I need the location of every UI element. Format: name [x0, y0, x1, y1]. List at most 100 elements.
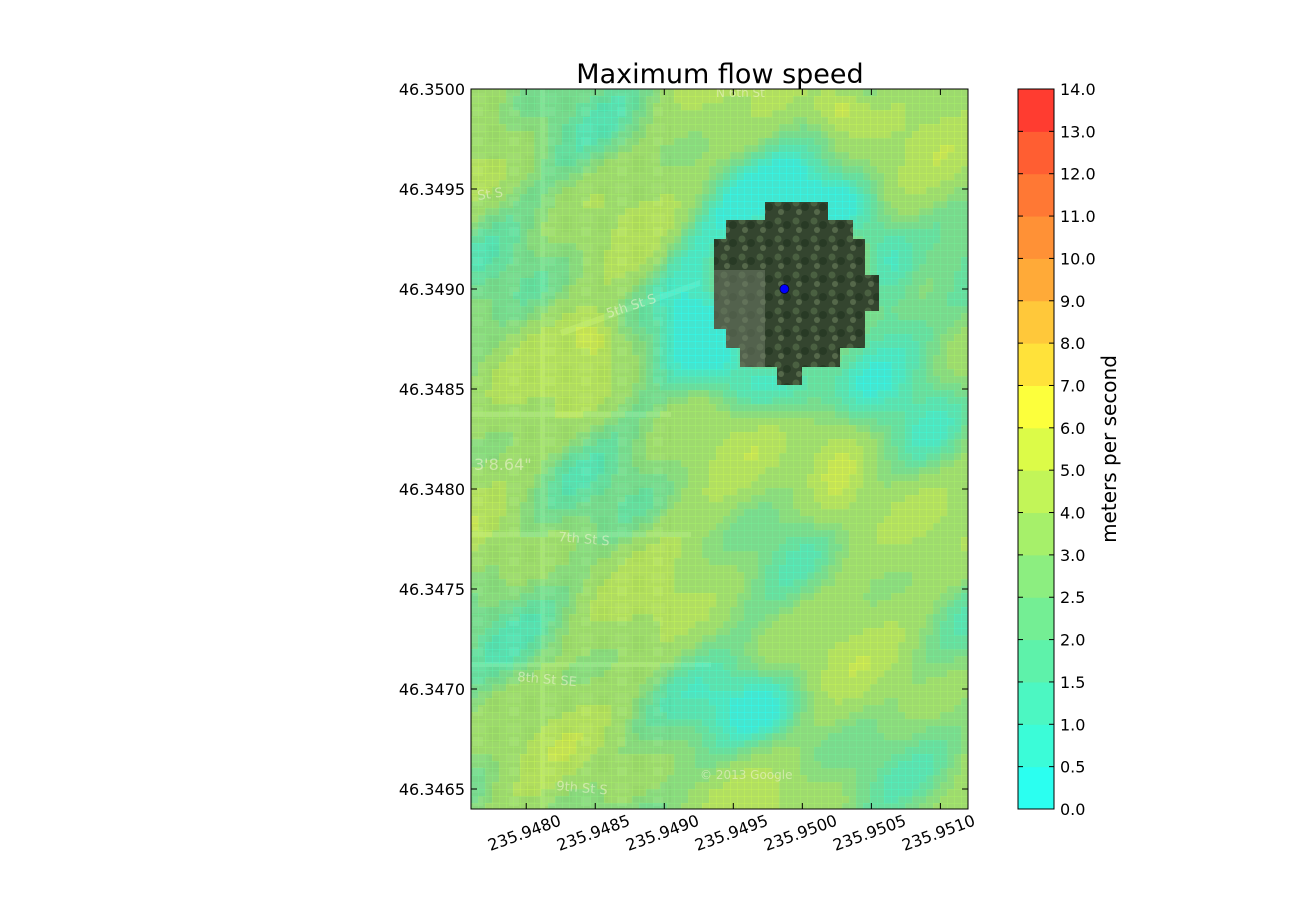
contour-cell [604, 537, 612, 545]
contour-cell [597, 579, 605, 587]
contour-cell [954, 117, 962, 125]
contour-cell [471, 194, 479, 202]
contour-cell [625, 124, 633, 132]
contour-cell [758, 404, 766, 412]
contour-cell [898, 446, 906, 454]
contour-cell [751, 530, 759, 538]
contour-cell [520, 124, 528, 132]
contour-cell [660, 257, 668, 265]
contour-cell [653, 397, 661, 405]
contour-cell [541, 222, 549, 230]
contour-cell [849, 208, 857, 216]
contour-cell [863, 145, 871, 153]
contour-cell [961, 215, 968, 223]
contour-cell [954, 299, 962, 307]
contour-cell [926, 467, 934, 475]
contour-cell [541, 152, 549, 160]
contour-cell [590, 341, 598, 349]
contour-cell [940, 285, 948, 293]
contour-cell [912, 523, 920, 531]
contour-cell [814, 558, 822, 566]
contour-cell [821, 96, 829, 104]
contour-cell [961, 96, 968, 104]
contour-cell [828, 488, 836, 496]
contour-cell [765, 558, 773, 566]
contour-cell [583, 117, 591, 125]
contour-cell [569, 425, 577, 433]
contour-cell [800, 411, 808, 419]
contour-cell [590, 530, 598, 538]
contour-cell [618, 138, 626, 146]
contour-cell [534, 502, 542, 510]
contour-cell [835, 509, 843, 517]
contour-cell [639, 425, 647, 433]
contour-cell [520, 376, 528, 384]
contour-cell [947, 551, 955, 559]
contour-cell [485, 558, 493, 566]
contour-cell [961, 110, 968, 118]
contour-cell [821, 369, 829, 377]
contour-cell [576, 173, 584, 181]
contour-cell [695, 215, 703, 223]
contour-cell [541, 474, 549, 482]
contour-cell [807, 446, 815, 454]
contour-cell [646, 299, 654, 307]
contour-cell [569, 131, 577, 139]
contour-cell [779, 159, 787, 167]
contour-cell [667, 565, 675, 573]
contour-cell [730, 194, 738, 202]
contour-cell [520, 208, 528, 216]
contour-cell [814, 383, 822, 391]
contour-cell [625, 516, 633, 524]
contour-cell [716, 481, 724, 489]
contour-cell [471, 229, 479, 237]
contour-cell [513, 159, 521, 167]
contour-cell [891, 565, 899, 573]
contour-cell [667, 404, 675, 412]
contour-cell [821, 425, 829, 433]
contour-cell [814, 565, 822, 573]
contour-cell [856, 369, 864, 377]
contour-cell [527, 453, 535, 461]
contour-cell [534, 285, 542, 293]
contour-cell [800, 544, 808, 552]
contour-cell [870, 166, 878, 174]
contour-cell [548, 208, 556, 216]
contour-cell [877, 201, 885, 209]
contour-cell [856, 376, 864, 384]
contour-cell [835, 180, 843, 188]
contour-cell [513, 285, 521, 293]
contour-cell [947, 117, 955, 125]
contour-cell [877, 474, 885, 482]
contour-cell [870, 446, 878, 454]
contour-cell [660, 439, 668, 447]
contour-cell [961, 509, 968, 517]
contour-cell [737, 537, 745, 545]
contour-cell [737, 187, 745, 195]
contour-cell [618, 166, 626, 174]
contour-cell [569, 404, 577, 412]
contour-cell [576, 390, 584, 398]
contour-cell [548, 481, 556, 489]
contour-cell [807, 376, 815, 384]
contour-cell [478, 579, 486, 587]
contour-cell [828, 208, 836, 216]
contour-cell [569, 117, 577, 125]
contour-cell [597, 89, 605, 97]
contour-cell [737, 474, 745, 482]
contour-cell [856, 138, 864, 146]
contour-cell [933, 565, 941, 573]
contour-cell [562, 453, 570, 461]
contour-cell [625, 488, 633, 496]
contour-cell [548, 495, 556, 503]
contour-cell [590, 467, 598, 475]
contour-cell [485, 103, 493, 111]
contour-cell [506, 383, 514, 391]
contour-cell [604, 390, 612, 398]
contour-cell [548, 299, 556, 307]
contour-cell [527, 425, 535, 433]
contour-cell [583, 327, 591, 335]
contour-cell [478, 257, 486, 265]
contour-cell [954, 257, 962, 265]
contour-cell [527, 460, 535, 468]
